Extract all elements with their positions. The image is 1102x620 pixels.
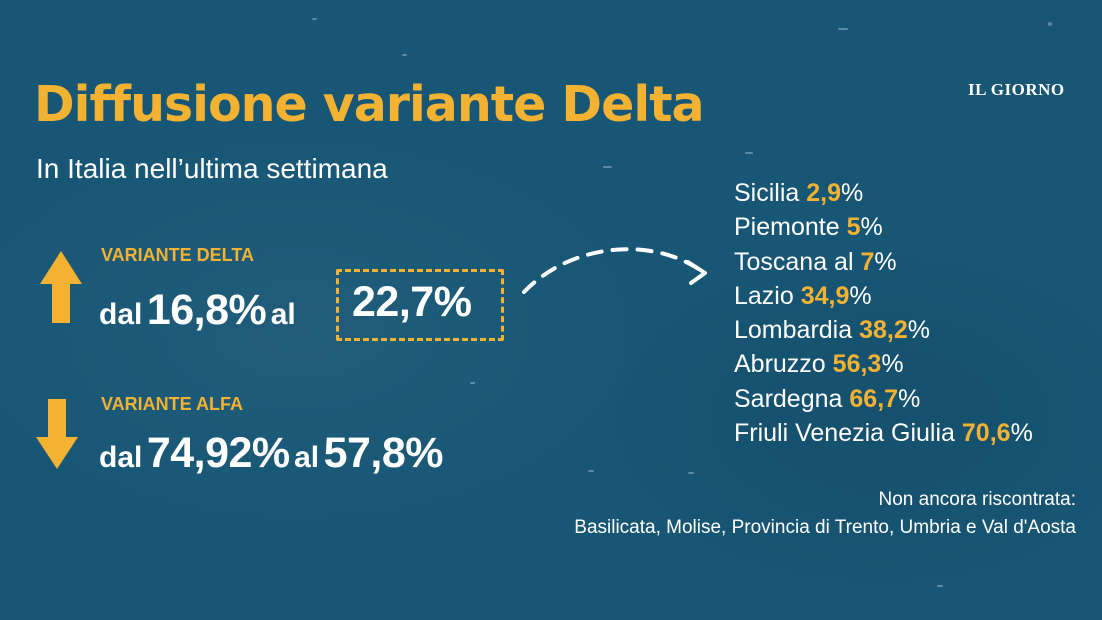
alfa-prefix: dal [99,441,143,474]
alfa-label: VARIANTE ALFA [101,394,243,414]
background-speck [1048,22,1052,26]
delta-stat: dal 16,8% al [99,289,296,332]
page-subtitle: In Italia nell’ultima settimana [36,153,388,184]
background-speck [838,28,848,30]
alfa-from-value: 74,92% [146,429,290,477]
region-value: 56,3 [832,350,882,379]
list-item: Friuli Venezia Giulia 70,6% [734,416,1033,450]
list-item: Toscana al 7% [734,245,1033,279]
footnote: Non ancora riscontrata: Basilicata, Moli… [574,486,1076,542]
region-name: Friuli Venezia Giulia [734,419,955,448]
delta-from-value: 16,8% [146,286,267,334]
background-speck [603,166,612,168]
background-speck [402,54,407,56]
arrow-down-icon [36,399,78,469]
delta-connector: al [270,298,296,331]
background-speck [937,585,943,587]
region-unit: % [849,281,872,310]
alfa-to-value: 57,8% [323,429,444,477]
region-name: Lombardia [734,316,853,345]
delta-label: VARIANTE DELTA [101,245,254,265]
list-item: Sicilia 2,9% [734,176,1033,210]
background-speck [588,470,594,472]
region-value: 38,2 [859,316,908,345]
footnote-regions: Basilicata, Molise, Provincia di Trento,… [574,517,1076,538]
list-item: Abruzzo 56,3% [734,347,1033,381]
region-name: Sicilia [734,179,800,207]
region-value: 5 [846,213,861,242]
delta-prefix: dal [99,298,143,331]
alfa-stat: dal 74,92% al 57,8% [99,429,444,477]
page-title: Diffusione variante Delta [34,76,705,133]
region-unit: % [907,316,930,345]
region-unit: % [881,350,904,379]
region-value: 2,9 [806,179,842,207]
brand-logo: IL GIORNO [968,80,1065,99]
background-speck [745,152,753,154]
region-value: 7 [860,247,875,276]
region-value: 66,7 [849,384,899,413]
region-unit: % [874,247,897,276]
region-value: 34,9 [800,281,850,310]
list-item: Sardegna 66,7% [734,382,1033,416]
background-speck [312,18,317,20]
background-speck [470,382,475,384]
region-name: Lazio [734,281,794,310]
region-name: Sardegna [734,384,843,413]
background-speck [688,472,694,474]
arrow-up-icon [40,251,82,323]
region-unit: % [841,179,864,207]
list-item: Piemonte 5% [734,210,1033,244]
alfa-connector: al [294,441,320,474]
highlight-box [336,269,504,341]
region-name: Abruzzo [734,350,826,379]
region-name: Piemonte [734,213,840,242]
region-unit: % [1010,419,1033,448]
list-item: Lazio 34,9% [734,279,1033,313]
region-unit: % [898,384,921,413]
dashed-arrow-icon [522,247,707,294]
region-name: Toscana al [734,247,854,276]
region-unit: % [860,213,883,242]
list-item: Lombardia 38,2% [734,313,1033,347]
region-value: 70,6 [961,419,1011,448]
regions-list: Sicilia 2,9% Piemonte 5% Toscana al 7% L… [734,176,1033,450]
footnote-heading: Non ancora riscontrata: [878,489,1077,510]
delta-to-value: 22,7% [352,278,472,326]
